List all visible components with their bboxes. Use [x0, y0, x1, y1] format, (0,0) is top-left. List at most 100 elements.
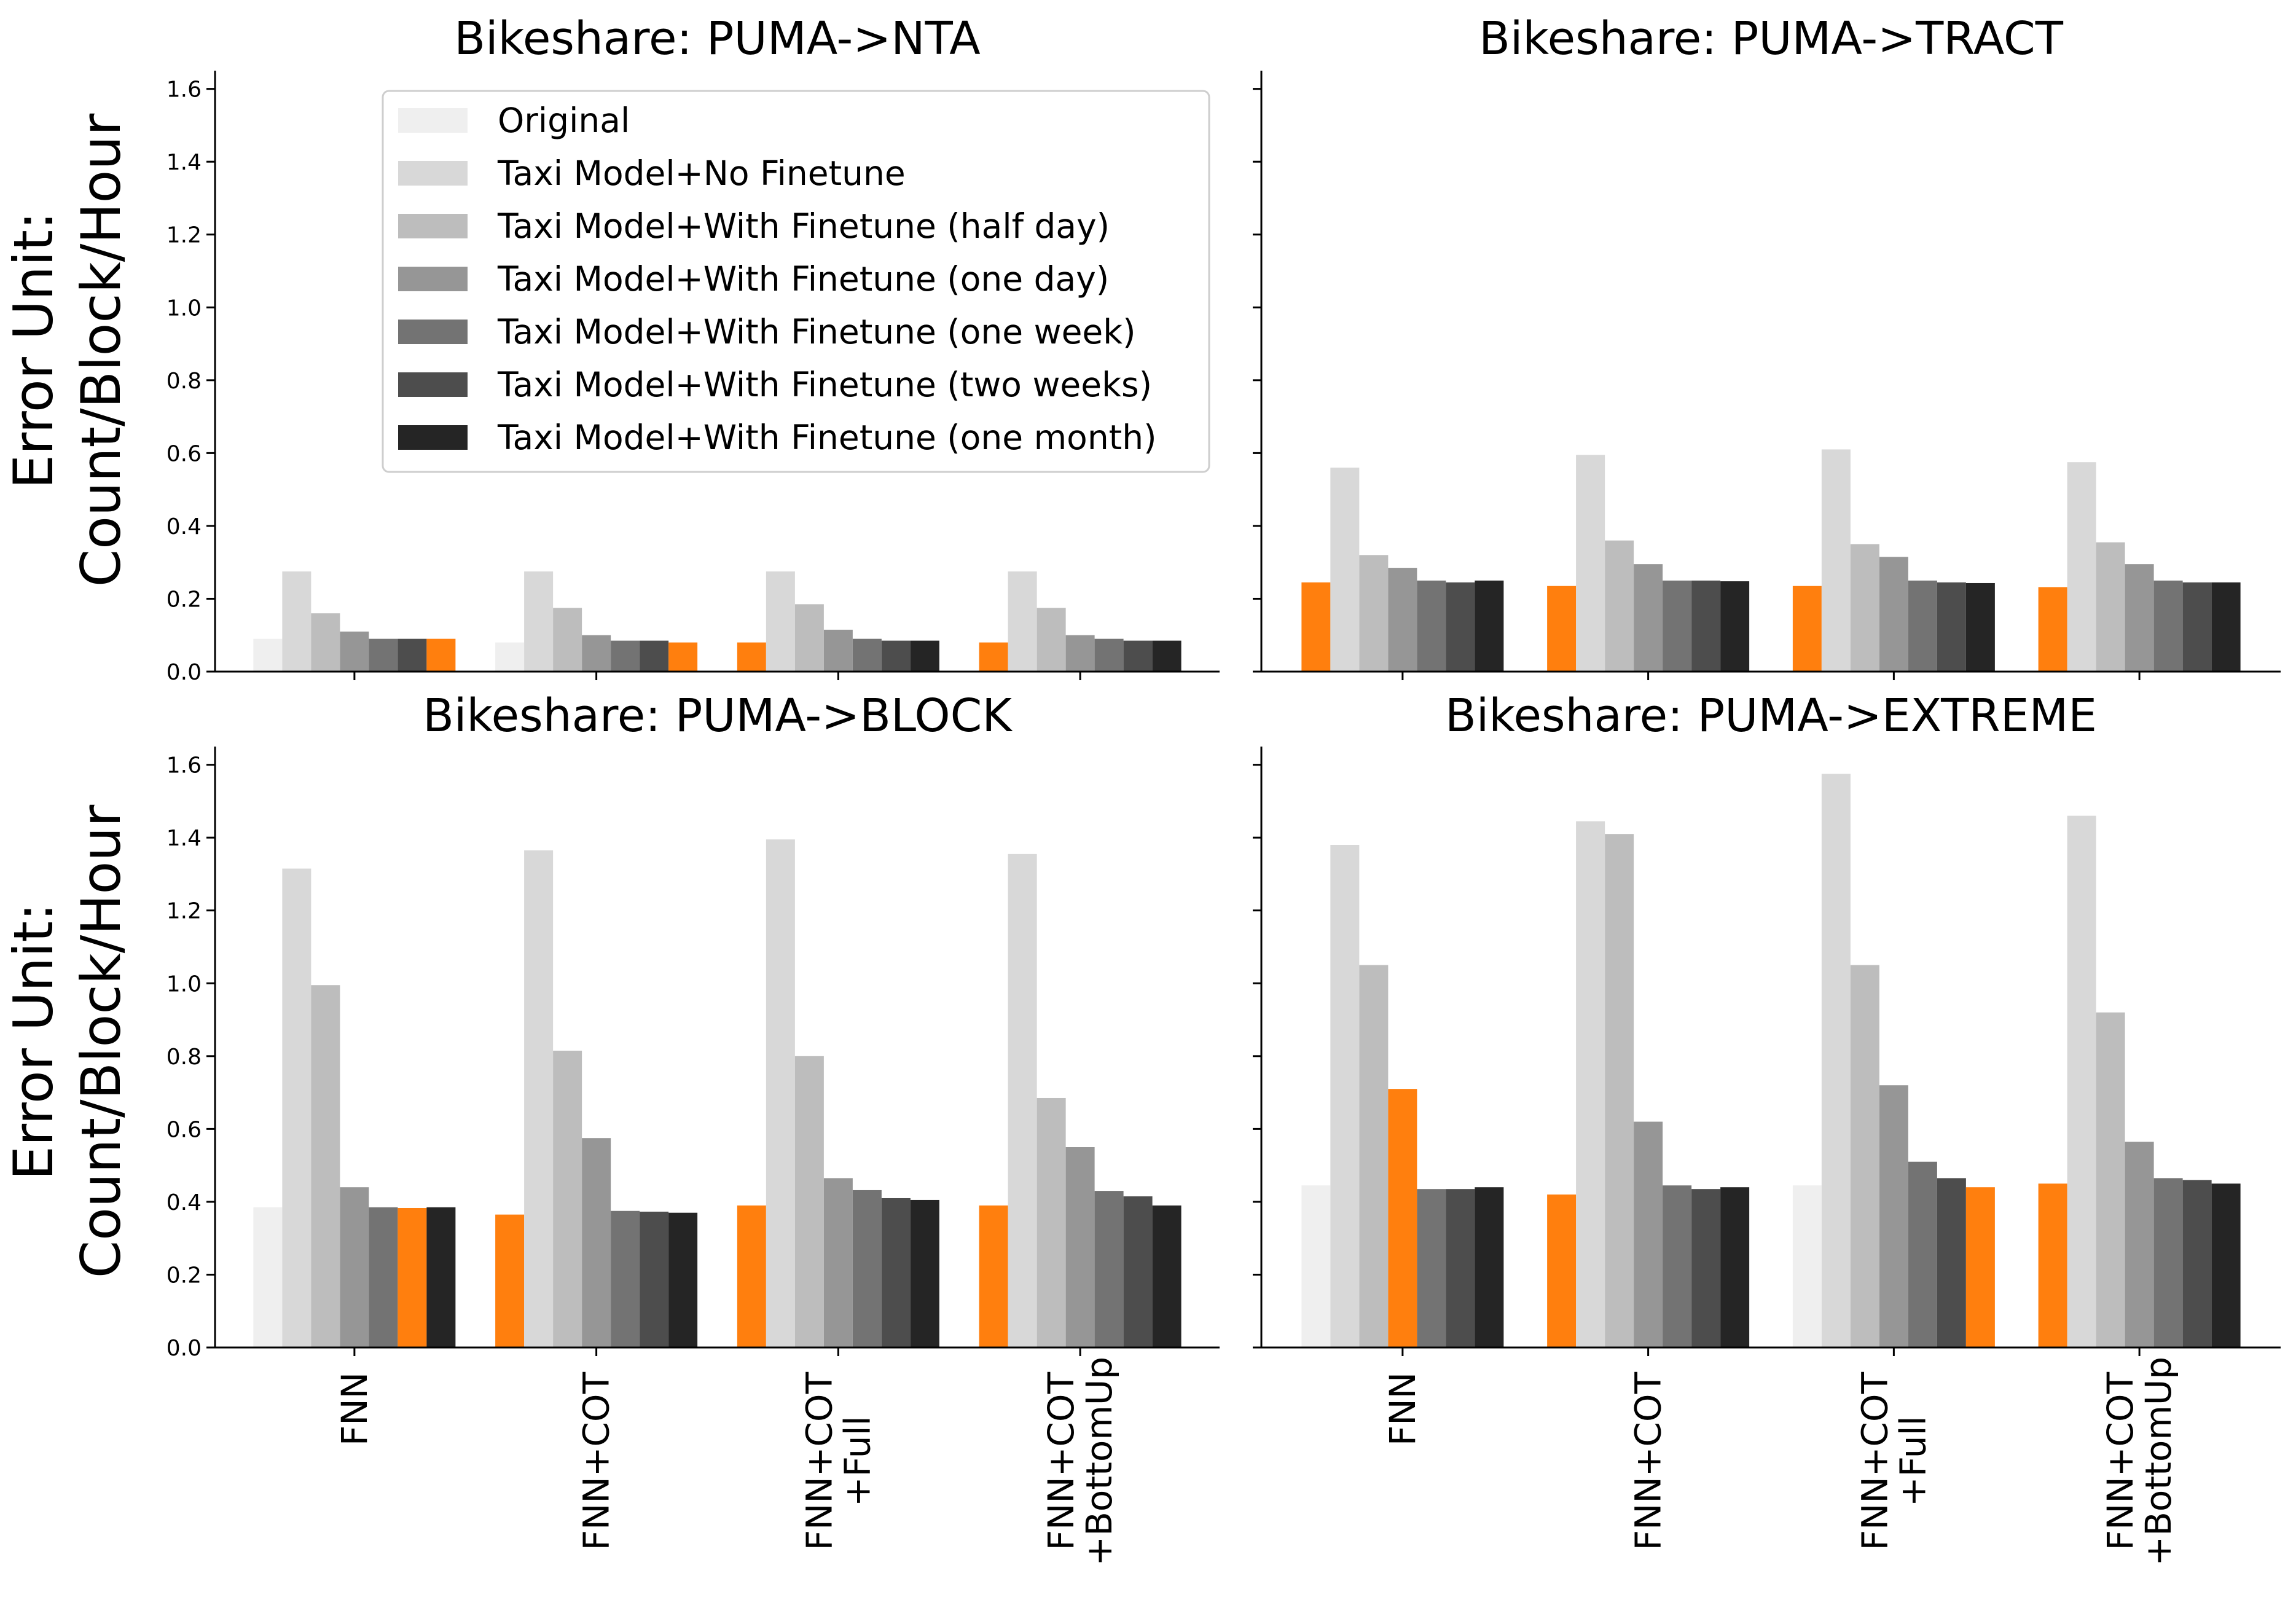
bar [1036, 1097, 1066, 1347]
bar [582, 635, 611, 672]
y-tick-label: 0.4 [167, 514, 202, 539]
bar [1720, 581, 1750, 672]
y-tick-label: 0.8 [167, 369, 202, 394]
subplot-title: Bikeshare: PUMA->TRACT [1479, 12, 2064, 65]
bar [1691, 580, 1721, 672]
bar [1065, 635, 1095, 672]
subplot-title: Bikeshare: PUMA->EXTREME [1445, 689, 2097, 742]
legend-entry: Taxi Model+With Finetune (one week) [398, 312, 1136, 351]
bar [2153, 1178, 2183, 1347]
bar [737, 642, 766, 672]
bar [1388, 568, 1417, 672]
subplot-3: Bikeshare: PUMA->BLOCK FNN FNN+COT FNN+COT+… [167, 689, 1220, 1566]
bar [253, 638, 283, 672]
bar [1691, 1189, 1721, 1347]
x-tick-label: FNN+COT [1628, 1371, 1669, 1550]
bar [766, 839, 795, 1347]
bar [1937, 582, 1966, 672]
bar [426, 638, 456, 672]
bar [369, 638, 398, 672]
bar [1792, 1185, 1822, 1347]
bar [766, 571, 795, 672]
bar [881, 1198, 911, 1347]
bar [1152, 1205, 1181, 1347]
legend-swatch [398, 214, 468, 238]
bar [1663, 1185, 1692, 1347]
bar [1008, 571, 1037, 672]
bar [2211, 582, 2241, 672]
y-tick-label: 0.2 [167, 587, 202, 612]
legend-swatch [398, 108, 468, 133]
x-tick-label: FNN+COT+Full [798, 1371, 878, 1550]
bar [1792, 586, 1822, 672]
bar [737, 1205, 766, 1347]
y-tick-label: 1.6 [167, 753, 202, 779]
bar [2067, 462, 2096, 672]
bar [1821, 774, 1851, 1347]
legend-swatch [398, 161, 468, 186]
bar [1330, 468, 1360, 672]
y-tick-label: 1.2 [167, 223, 202, 248]
y-tick-label: 1.4 [167, 150, 202, 175]
bar [611, 1210, 640, 1347]
bar [852, 638, 882, 672]
subplot-title: Bikeshare: PUMA->BLOCK [423, 689, 1013, 742]
bar [979, 1205, 1008, 1347]
bar [1634, 1121, 1663, 1347]
bar [2211, 1183, 2241, 1347]
ylabel-bottom-line1: Error Unit: [2, 903, 65, 1180]
bar [1152, 640, 1181, 672]
bar [668, 642, 698, 672]
bar [1908, 1161, 1937, 1347]
subplot-title: Bikeshare: PUMA->NTA [454, 12, 981, 65]
bar [794, 604, 824, 672]
bar [1576, 455, 1605, 672]
bar [1547, 586, 1577, 672]
y-tick-label: 0.0 [167, 660, 202, 685]
legend-swatch [398, 320, 468, 344]
bar [340, 631, 369, 672]
bar [2125, 1142, 2154, 1347]
subplot-4: Bikeshare: PUMA->EXTREME FNN FNN+COT FNN+CO… [1253, 689, 2281, 1566]
subplot-2: Bikeshare: PUMA->TRACT [1253, 12, 2281, 680]
bar [1446, 1189, 1475, 1347]
bar [1720, 1187, 1750, 1347]
y-tick-label: 0.4 [167, 1190, 202, 1215]
bar [1123, 1196, 1153, 1347]
y-tick-label: 0.2 [167, 1263, 202, 1288]
bar [2182, 582, 2212, 672]
bar [426, 1207, 456, 1347]
bar [340, 1187, 369, 1347]
bar [1850, 544, 1879, 672]
bar [1908, 580, 1937, 672]
bar [253, 1207, 283, 1347]
legend-swatch [398, 267, 468, 291]
legend-label: Taxi Model+With Finetune (two weeks) [497, 365, 1152, 404]
bar [640, 1211, 669, 1347]
bar [823, 1178, 853, 1347]
bar [1965, 583, 1995, 672]
bar [495, 642, 525, 672]
bar [1036, 608, 1066, 672]
y-tick-label: 1.4 [167, 826, 202, 851]
bar [2182, 1180, 2212, 1347]
bar [1446, 582, 1475, 672]
ylabel-bottom-line2: Count/Block/Hour [69, 804, 133, 1278]
bar [1359, 555, 1389, 672]
bar [1094, 638, 1124, 672]
legend: Original Taxi Model+No Finetune Taxi Model… [382, 90, 1210, 473]
bar [1301, 1185, 1331, 1347]
bar [311, 985, 340, 1347]
legend-entry: Taxi Model+With Finetune (half day) [398, 206, 1110, 246]
panels: Bikeshare: PUMA->NTA 0.0 0.2 0.4 0.6 0.8 1.0 1.… [167, 12, 2281, 1566]
bar [1475, 1187, 1504, 1347]
bar [1330, 845, 1360, 1347]
bar [852, 1190, 882, 1347]
x-tick-label: FNN+COT+BottomUp [1040, 1357, 1120, 1566]
bar [1821, 449, 1851, 672]
bar [910, 1199, 939, 1347]
bar [1008, 853, 1037, 1347]
bar [2125, 564, 2154, 672]
bar [1417, 580, 1446, 672]
